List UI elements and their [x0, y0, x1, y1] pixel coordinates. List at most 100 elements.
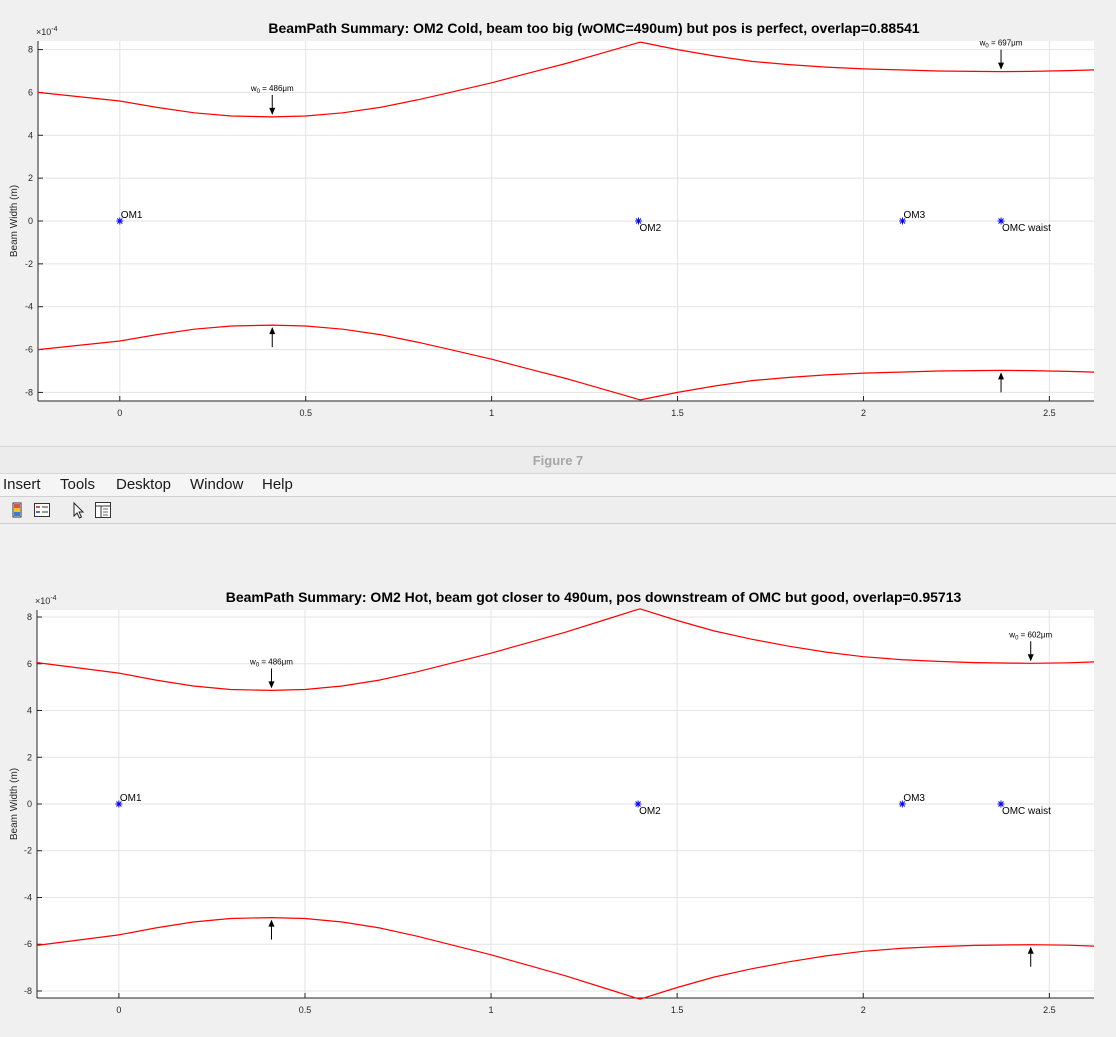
property-inspector-icon[interactable]: [94, 501, 112, 519]
figure-toolbar: [0, 497, 1116, 524]
waist-label: w0 = 486μm: [250, 84, 294, 95]
y-axis-label: Beam Width (m): [9, 768, 20, 840]
waist-annotation: [269, 94, 276, 348]
asterisk-stroke: [116, 801, 122, 807]
arrow-head: [269, 327, 276, 335]
x-tick-label: 0.5: [299, 1005, 312, 1015]
beam-width-series: [639, 944, 1095, 1000]
arrow-head: [1027, 946, 1034, 954]
y-tick-label: 4: [27, 706, 32, 716]
beam-width-series: [36, 608, 641, 692]
optic-label: OMC waist: [1002, 223, 1051, 234]
insert-legend-icon[interactable]: [33, 501, 51, 519]
x-tick-label: 2: [861, 408, 866, 418]
waist-label: w0 = 602μm: [1008, 630, 1052, 641]
arrow-head: [998, 372, 1005, 380]
x-tick-label: 1: [489, 1005, 494, 1015]
y-tick-label: 0: [27, 799, 32, 809]
optic-marker: [634, 800, 642, 808]
x-tick-label: 1: [489, 408, 494, 418]
optic-label: OM1: [121, 210, 143, 221]
arrow-head: [1027, 654, 1034, 662]
bottom-beam-path-chart[interactable]: 0 0.5 1 1.5 2 2.5 -8 -6 -4 -2 0 2 4 6 8×10-4 BeamPath S…: [0, 524, 1116, 1032]
x-tick-label: 2.5: [1043, 408, 1056, 418]
y-tick-label: 8: [27, 612, 32, 622]
optic-label: OM1: [120, 793, 142, 804]
waist-annotation: [268, 668, 275, 940]
waist-label: w0 = 486μm: [249, 657, 293, 668]
x-tick-label: 2: [861, 1005, 866, 1015]
chart-title: BeamPath Summary: OM2 Hot, beam got clos…: [226, 589, 962, 605]
beam-width-series: [640, 369, 1095, 401]
optic-label: OM2: [639, 806, 661, 817]
y-tick-label: -2: [25, 259, 33, 269]
top-beam-path-chart[interactable]: 0 0.5 1 1.5 2 2.5 -8 -6 -4 -2 0 2 4 6 8×10-4 BeamPath S…: [0, 0, 1116, 446]
menu-tools[interactable]: Tools: [60, 476, 96, 493]
y-tick-label: -4: [25, 302, 33, 312]
optic-marker: [899, 217, 907, 225]
y-exponent-label: ×10-4: [36, 26, 58, 37]
asterisk-stroke: [116, 218, 123, 224]
y-tick-label: -6: [24, 939, 32, 949]
beam-width-series: [37, 324, 641, 401]
y-tick-label: 6: [28, 87, 33, 97]
waist-annotation: [998, 49, 1005, 393]
beam-width-series: [37, 41, 641, 118]
chart-title: BeamPath Summary: OM2 Cold, beam too big…: [268, 20, 919, 36]
arrow-head: [268, 919, 275, 927]
y-tick-label: -4: [24, 892, 32, 902]
arrow-head: [268, 681, 275, 689]
y-tick-label: 2: [28, 173, 33, 183]
figure-title: Figure 7: [532, 453, 584, 468]
x-tick-label: 0.5: [299, 408, 312, 418]
y-tick-label: 6: [27, 659, 32, 669]
menu-bar: Insert Tools Desktop Window Help: [0, 474, 1116, 497]
y-exponent-label: ×10-4: [35, 595, 57, 606]
menu-help[interactable]: Help: [262, 476, 293, 493]
optic-label: OM3: [903, 793, 925, 804]
beam-width-series: [639, 608, 1095, 664]
optic-label: OMC waist: [1002, 806, 1051, 817]
optic-label: OM2: [640, 223, 662, 234]
asterisk-stroke: [899, 801, 906, 807]
asterisk-stroke: [998, 218, 1004, 224]
optic-marker: [997, 217, 1005, 225]
y-tick-label: -6: [25, 345, 33, 355]
waist-label: w0 = 697μm: [979, 39, 1023, 50]
arrow-head: [269, 107, 276, 115]
y-tick-label: 2: [27, 752, 32, 762]
y-tick-label: -2: [24, 846, 32, 856]
x-tick-label: 2.5: [1043, 1005, 1056, 1015]
bottom-plot-pane: 0 0.5 1 1.5 2 2.5 -8 -6 -4 -2 0 2 4 6 8 ×10-4 BeamPath S…: [0, 524, 1116, 1032]
x-tick-label: 1.5: [671, 408, 684, 418]
x-tick-label: 1.5: [671, 1005, 684, 1015]
menu-window[interactable]: Window: [190, 476, 244, 493]
asterisk-stroke: [635, 801, 641, 807]
menu-desktop[interactable]: Desktop: [116, 476, 172, 493]
figure-title-bar: Figure 7: [0, 446, 1116, 474]
optic-label: OM3: [904, 210, 926, 221]
menu-insert[interactable]: Insert: [3, 476, 41, 493]
x-tick-label: 0: [116, 1005, 121, 1015]
y-tick-label: 4: [28, 130, 33, 140]
y-tick-label: -8: [25, 387, 33, 397]
y-tick-label: 8: [28, 45, 33, 55]
y-tick-label: -8: [24, 986, 32, 996]
insert-colorbar-icon[interactable]: [8, 501, 26, 519]
optic-marker: [116, 217, 124, 225]
waist-annotation: [1027, 641, 1034, 967]
beam-width-series: [36, 916, 641, 1000]
x-tick-label: 0: [117, 408, 122, 418]
y-axis-label: Beam Width (m): [9, 185, 20, 257]
asterisk-stroke: [899, 218, 906, 224]
optic-marker: [115, 800, 123, 808]
asterisk-stroke: [998, 801, 1004, 807]
optic-marker: [997, 800, 1005, 808]
arrow-head: [998, 62, 1005, 70]
optic-marker: [898, 800, 906, 808]
y-tick-label: 0: [28, 216, 33, 226]
optic-marker: [635, 217, 643, 225]
edit-plot-pointer-icon[interactable]: [69, 501, 87, 519]
top-plot-pane: 0 0.5 1 1.5 2 2.5 -8 -6 -4 -2 0 2 4 6 8 ×10-4 BeamPath S…: [0, 0, 1116, 446]
beam-width-series: [640, 41, 1095, 73]
